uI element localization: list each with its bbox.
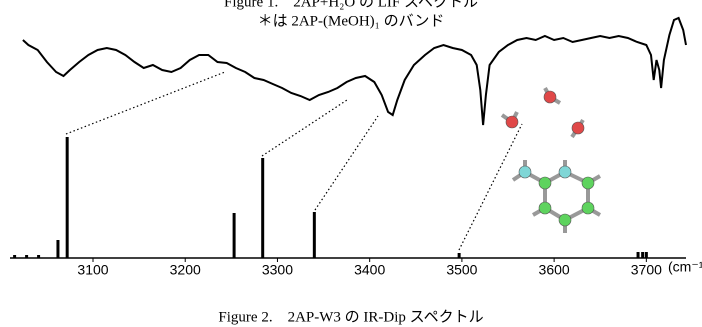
x-tick-label: 3200 xyxy=(170,262,201,278)
guide-line xyxy=(459,124,522,250)
figure: Figure 1. 2AP+H₂O の LIF スペクトル ＊は 2AP-(Me… xyxy=(0,0,702,327)
x-tick-label: 3700 xyxy=(631,262,662,278)
x-tick-label: 3400 xyxy=(354,262,385,278)
guide-line xyxy=(262,100,347,156)
x-tick-label: 3500 xyxy=(446,262,477,278)
atoms xyxy=(506,91,594,226)
guide-line xyxy=(315,116,378,210)
x-tick-label: 3600 xyxy=(539,262,570,278)
spectrum-trace xyxy=(23,18,686,125)
guide-line xyxy=(66,72,225,134)
x-tick-label: 3300 xyxy=(262,262,293,278)
figure-note: ＊は 2AP-(MeOH)₁ のバンド xyxy=(258,13,445,29)
figure-title: Figure 1. 2AP+H₂O の LIF スペクトル xyxy=(224,0,478,10)
figure-caption: Figure 2. 2AP-W3 の IR-Dip スペクトル xyxy=(218,308,483,325)
x-tick-label: 3100 xyxy=(77,262,108,278)
x-axis-label: (cm⁻¹) xyxy=(668,259,702,275)
